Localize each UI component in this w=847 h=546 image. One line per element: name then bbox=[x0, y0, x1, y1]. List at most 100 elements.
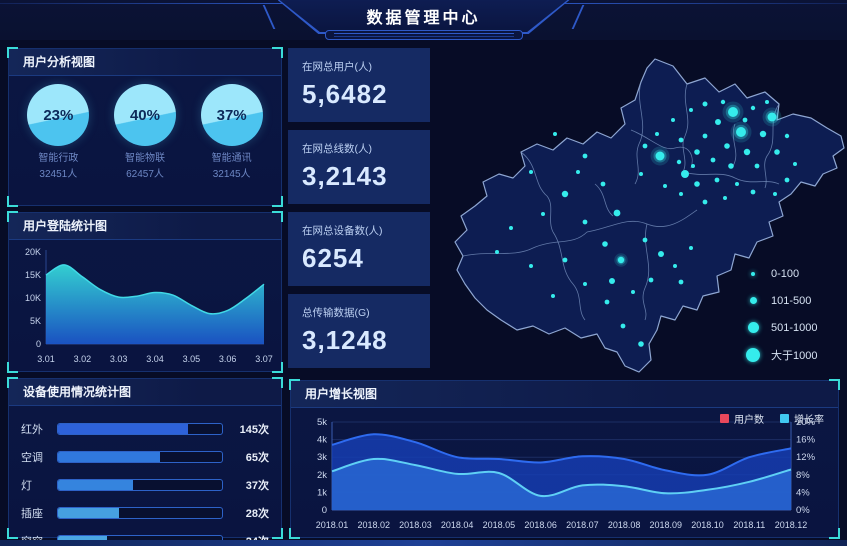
map-dot bbox=[642, 143, 648, 149]
map-dot bbox=[582, 153, 588, 159]
growth-chart-legend: 用户数 增长率 bbox=[720, 411, 824, 426]
gauge-label: 智能行政 bbox=[38, 153, 79, 164]
map-dot bbox=[750, 189, 756, 195]
corner-bracket bbox=[829, 379, 840, 390]
map-dot bbox=[679, 192, 683, 196]
device-row: 灯 37次 bbox=[21, 476, 269, 494]
map-dot bbox=[784, 133, 790, 139]
device-label: 灯 bbox=[21, 480, 32, 492]
header-slash-right bbox=[571, 5, 585, 29]
svg-text:20%: 20% bbox=[796, 417, 816, 428]
device-bar-track bbox=[57, 479, 223, 491]
map-dot bbox=[681, 170, 689, 178]
map-dot bbox=[642, 237, 648, 243]
svg-text:3.05: 3.05 bbox=[183, 354, 201, 364]
device-bar-track bbox=[57, 507, 223, 519]
map-dot bbox=[742, 117, 748, 123]
header-bar: 数据管理中心 bbox=[0, 0, 847, 40]
legend-label: 用户数 bbox=[734, 415, 764, 426]
map-dot bbox=[735, 182, 739, 186]
svg-text:10K: 10K bbox=[25, 293, 41, 303]
stat-card-total-data: 总传输数据(G) 3,1248 bbox=[288, 294, 430, 368]
series-line-用户数 bbox=[331, 433, 792, 477]
map-dot bbox=[728, 163, 734, 169]
svg-text:5k: 5k bbox=[317, 417, 327, 428]
map-dot bbox=[728, 107, 738, 117]
map-dot bbox=[655, 151, 665, 161]
map-dot bbox=[671, 118, 675, 122]
area-series bbox=[46, 264, 264, 344]
map-dot bbox=[691, 164, 695, 168]
map-dot bbox=[529, 170, 533, 174]
stat-value: 5,6482 bbox=[302, 79, 388, 109]
stat-label: 总传输数据(G) bbox=[302, 307, 370, 319]
map-legend-item: 大于1000 bbox=[743, 345, 818, 364]
map-legend-item: 501-1000 bbox=[743, 318, 818, 337]
panel-device-usage: 设备使用情况统计图 红外 145次 空调 65次 灯 37次 插座 28次 bbox=[7, 377, 283, 546]
device-value: 37次 bbox=[245, 480, 269, 492]
svg-text:8%: 8% bbox=[796, 470, 810, 481]
svg-text:2018.11: 2018.11 bbox=[733, 520, 765, 530]
svg-text:0: 0 bbox=[36, 339, 41, 349]
stat-value: 3,1248 bbox=[302, 325, 388, 355]
login-area-chart: 0 5K 10K 15K 20K 3.01 3.02 3.03 3.04 3.05 3.06 3.07 bbox=[25, 247, 273, 364]
svg-text:4%: 4% bbox=[796, 487, 810, 498]
legend-swatch-users bbox=[720, 414, 729, 423]
gauge-percent: 40% bbox=[129, 106, 160, 124]
svg-text:2018.05: 2018.05 bbox=[483, 520, 516, 530]
map-legend-item: 0-100 bbox=[743, 264, 818, 283]
stat-value: 6254 bbox=[302, 243, 364, 273]
legend-item-growth-rate[interactable]: 增长率 bbox=[780, 411, 824, 426]
stat-label: 在网总线数(人) bbox=[302, 143, 372, 155]
svg-text:15K: 15K bbox=[25, 270, 41, 280]
corner-bracket bbox=[289, 528, 300, 539]
svg-text:2018.01: 2018.01 bbox=[316, 520, 349, 530]
gauge-smart-admin: 23% 智能行政 32451人 bbox=[19, 84, 97, 181]
region-border bbox=[594, 183, 614, 217]
legend-item-users[interactable]: 用户数 bbox=[720, 411, 764, 426]
map-dot bbox=[631, 290, 635, 294]
map-dot bbox=[600, 181, 606, 187]
map-dot bbox=[495, 250, 499, 254]
panel-user-analysis: 用户分析视图 23% 智能行政 32451人 40% 智能物联 62457人 3… bbox=[7, 47, 283, 207]
map-dot bbox=[767, 112, 777, 122]
map-dot bbox=[604, 299, 610, 305]
map-area: 0-100 101-500 501-1000 大于1000 bbox=[435, 44, 847, 375]
map-legend-item: 101-500 bbox=[743, 291, 818, 310]
panel-header: 用户登陆统计图 bbox=[9, 213, 281, 240]
map-dot bbox=[773, 192, 777, 196]
device-bar-fill bbox=[58, 480, 134, 490]
map-dot bbox=[689, 108, 693, 112]
svg-text:3k: 3k bbox=[317, 452, 327, 463]
series-line-增长率 bbox=[331, 457, 792, 498]
map-dot bbox=[694, 149, 700, 155]
map-dot bbox=[710, 157, 716, 163]
map-dot bbox=[602, 241, 608, 247]
map-dot bbox=[583, 282, 587, 286]
region-border bbox=[630, 129, 693, 169]
region-border bbox=[682, 171, 780, 185]
panel-title: 设备使用情况统计图 bbox=[23, 385, 132, 399]
corner-bracket bbox=[7, 528, 18, 539]
svg-text:3.04: 3.04 bbox=[146, 354, 164, 364]
svg-text:2018.10: 2018.10 bbox=[691, 520, 724, 530]
device-bar-list: 红外 145次 空调 65次 灯 37次 插座 28次 窗帘 bbox=[9, 406, 281, 546]
stat-value: 3,2143 bbox=[302, 161, 388, 191]
svg-text:2018.04: 2018.04 bbox=[441, 520, 474, 530]
gauge-count: 32145人 bbox=[212, 169, 251, 180]
region-border bbox=[462, 231, 588, 257]
region-border bbox=[586, 209, 698, 233]
map-dot bbox=[702, 199, 708, 205]
stat-card-total-lines: 在网总线数(人) 3,2143 bbox=[288, 130, 430, 204]
map-dot bbox=[658, 251, 664, 257]
map-dot bbox=[702, 101, 708, 107]
gauge-label: 智能通讯 bbox=[211, 153, 252, 164]
gauge-group: 23% 智能行政 32451人 40% 智能物联 62457人 37% 智能通讯… bbox=[9, 76, 281, 181]
map-dot bbox=[724, 143, 730, 149]
legend-dot-large bbox=[747, 322, 759, 333]
corner-bracket bbox=[272, 377, 283, 388]
map-legend-label: 大于1000 bbox=[771, 349, 818, 362]
map-dot bbox=[617, 256, 625, 264]
header-pedestal bbox=[324, 30, 523, 40]
svg-text:2018.06: 2018.06 bbox=[524, 520, 557, 530]
